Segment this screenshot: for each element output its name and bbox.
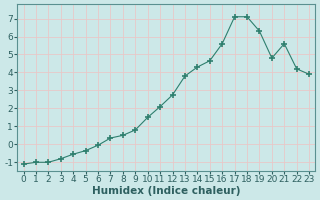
X-axis label: Humidex (Indice chaleur): Humidex (Indice chaleur)	[92, 186, 241, 196]
